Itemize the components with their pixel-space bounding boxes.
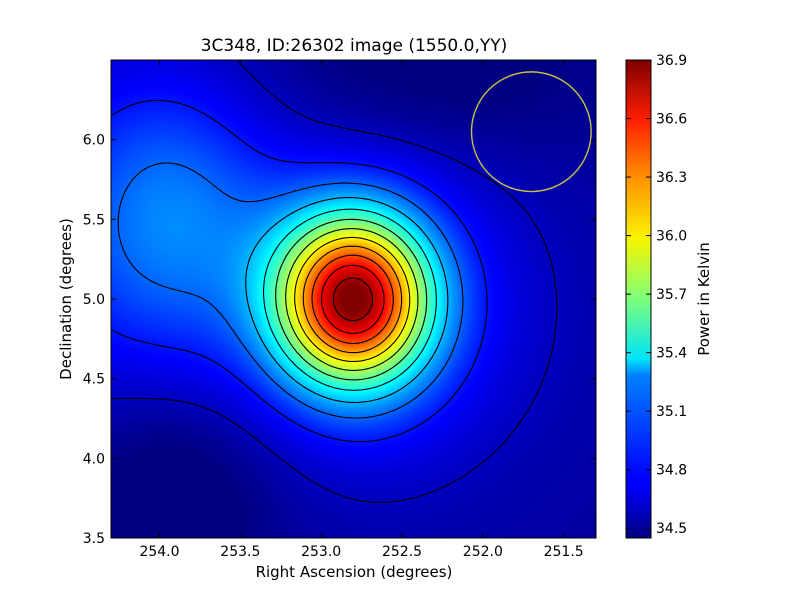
colorbar-tick-label: 36.9 <box>656 53 687 69</box>
y-tick-label: 4.5 <box>83 372 105 388</box>
colorbar-tick-label: 34.5 <box>656 521 687 537</box>
plot-area: 254.0 253.5 253.0 252.5 252.0 251.5 3.5 4.0 4.5… <box>83 59 597 560</box>
y-tick-label: 5.0 <box>83 292 105 308</box>
contour-line <box>112 61 558 503</box>
x-axis-ticks: 254.0 253.5 253.0 252.5 252.0 251.5 <box>139 60 584 560</box>
contour-line <box>245 196 449 404</box>
x-tick-label: 252.5 <box>382 544 422 560</box>
colorbar-tick-label: 35.1 <box>656 404 687 420</box>
colorbar-label: Power in Kelvin <box>695 242 713 356</box>
colorbar-tick-label: 35.7 <box>656 287 687 303</box>
contour-line <box>285 228 419 371</box>
contour-line <box>302 245 403 354</box>
contour-line <box>262 208 437 391</box>
y-tick-label: 3.5 <box>83 531 105 547</box>
y-tick-label: 4.0 <box>83 451 105 467</box>
colorbar-tick-label: 36.3 <box>656 170 687 186</box>
contour-line <box>117 162 464 419</box>
contour-line <box>112 99 488 443</box>
colorbar-ticks: 34.5 34.8 35.1 35.4 35.7 36.0 36.3 36.6 36.9 <box>626 53 687 537</box>
x-tick-label: 253.0 <box>301 544 341 560</box>
colorbar: 34.5 34.8 35.1 35.4 35.7 36.0 36.3 36.6 36.9 Pow… <box>625 53 713 539</box>
colorbar-tick-label: 36.6 <box>656 112 687 128</box>
y-tick-label: 6.0 <box>83 133 105 149</box>
y-tick-label: 5.5 <box>83 212 105 228</box>
x-tick-label: 252.0 <box>463 544 503 560</box>
x-tick-label: 251.5 <box>544 544 584 560</box>
contour-line <box>275 218 428 381</box>
contour-line <box>332 277 373 322</box>
heatmap-image <box>111 60 596 538</box>
colorbar-gradient <box>625 59 652 539</box>
y-axis-ticks: 3.5 4.0 4.5 5.0 5.5 6.0 <box>83 133 596 547</box>
x-tick-label: 253.5 <box>220 544 260 560</box>
chart-title: 3C348, ID:26302 image (1550.0,YY) <box>201 36 508 56</box>
contour-line <box>294 236 411 362</box>
colorbar-tick-label: 35.4 <box>656 346 687 362</box>
contour-line <box>311 254 394 345</box>
x-axis-label: Right Ascension (degrees) <box>256 563 453 581</box>
contour-line <box>320 264 385 334</box>
contour-lines <box>112 61 558 503</box>
colorbar-tick-label: 36.0 <box>656 229 687 245</box>
y-axis-label: Declination (degrees) <box>57 218 75 380</box>
x-tick-label: 254.0 <box>139 544 179 560</box>
beam-circle <box>470 71 592 193</box>
colorbar-tick-label: 34.8 <box>656 463 687 479</box>
